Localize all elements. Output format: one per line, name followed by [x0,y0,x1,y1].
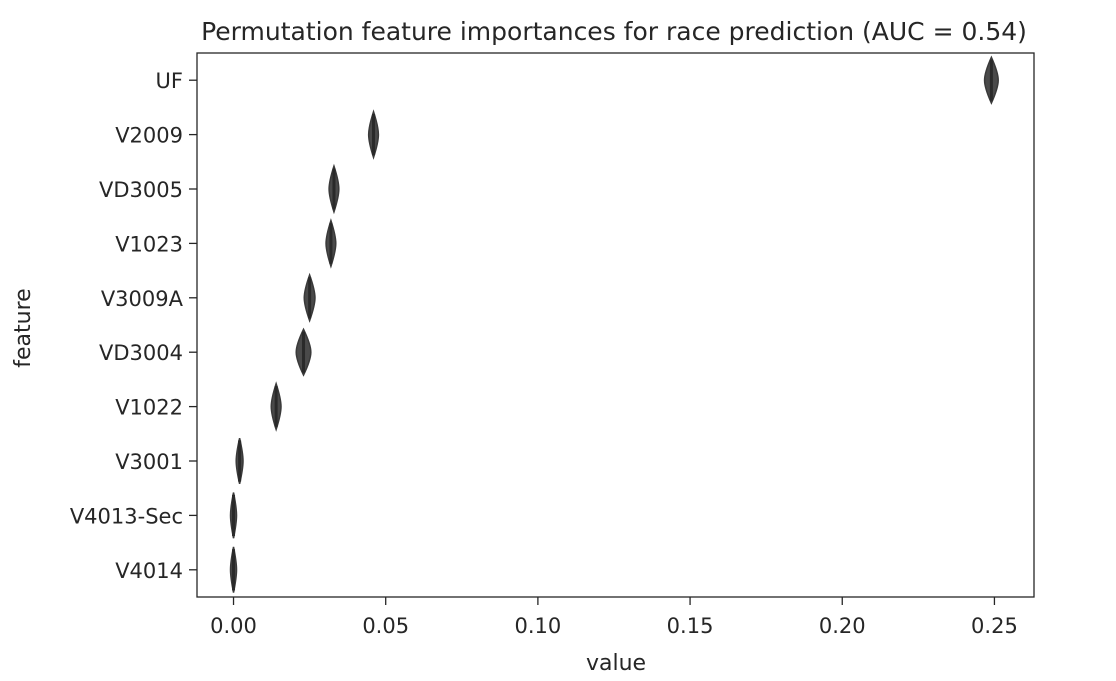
x-tick-label: 0.10 [515,614,562,638]
y-tick-label: V2009 [115,124,183,148]
plot-area: 0.00 0.05 0.10 0.15 0.20 0.25 UF V2009 VD3005 V10… [70,52,1035,638]
y-tick-label: UF [156,69,183,93]
y-tick-label: V3001 [115,450,183,474]
x-tick-label: 0.20 [819,614,866,638]
y-tick-label: V1023 [115,232,183,256]
y-tick-label: VD3004 [99,341,183,365]
x-tick-label: 0.00 [210,614,257,638]
x-axis-label: value [586,651,646,676]
y-tick-label: V1022 [115,396,183,420]
chart-title: Permutation feature importances for race… [201,17,1027,46]
x-tick-label: 0.25 [971,614,1018,638]
x-tick-label: 0.05 [362,614,409,638]
x-tick-label: 0.15 [667,614,714,638]
y-axis-label: feature [11,288,36,367]
plot-frame [196,52,1035,598]
y-tick-label: VD3005 [99,178,183,202]
y-tick-label: V4013-Sec [70,504,183,528]
y-tick-label: V3009A [101,287,184,311]
y-tick-label: V4014 [115,559,183,583]
